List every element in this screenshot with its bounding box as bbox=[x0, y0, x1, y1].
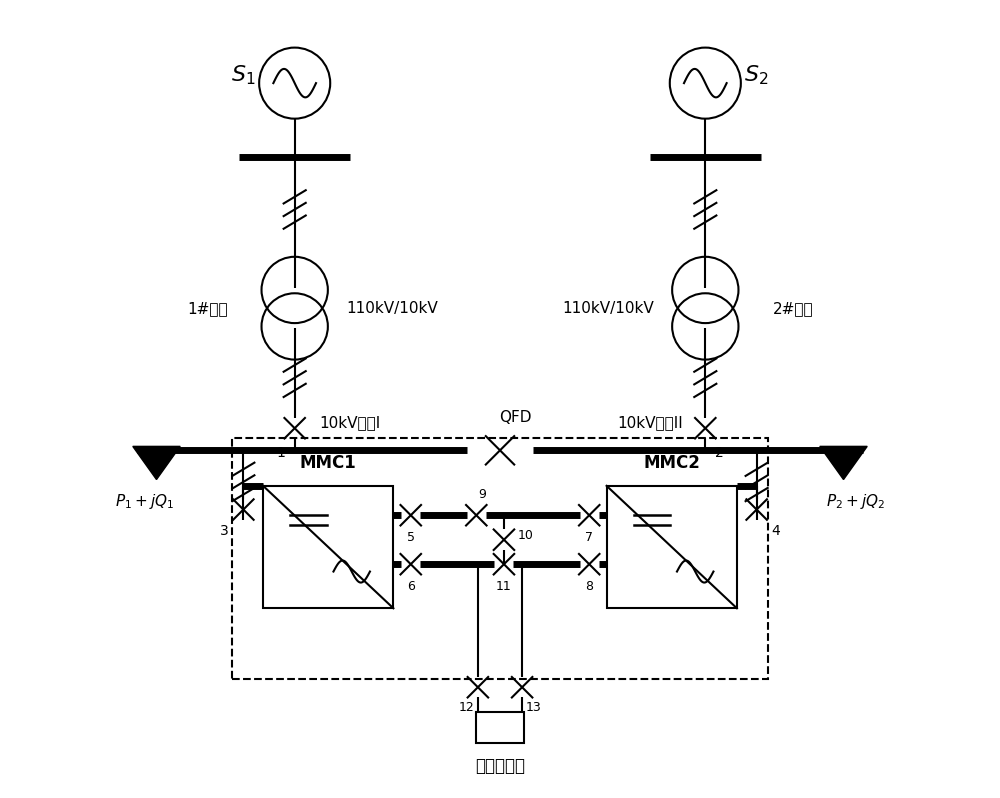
Text: 110kV/10kV: 110kV/10kV bbox=[346, 301, 438, 316]
Text: 8: 8 bbox=[585, 580, 593, 593]
Text: 10kV母线I: 10kV母线I bbox=[319, 416, 381, 431]
Text: $P_2+jQ_2$: $P_2+jQ_2$ bbox=[826, 492, 885, 512]
Text: 2#主变: 2#主变 bbox=[772, 301, 813, 316]
Text: 110kV/10kV: 110kV/10kV bbox=[562, 301, 654, 316]
Text: 12: 12 bbox=[459, 701, 475, 714]
Text: MMC1: MMC1 bbox=[300, 453, 357, 472]
Text: 13: 13 bbox=[525, 701, 541, 714]
Text: 覆冰段线路: 覆冰段线路 bbox=[475, 757, 525, 775]
Text: $S_1$: $S_1$ bbox=[231, 63, 256, 87]
Text: $S_2$: $S_2$ bbox=[744, 63, 769, 87]
Text: $P_1+jQ_1$: $P_1+jQ_1$ bbox=[115, 492, 174, 512]
Polygon shape bbox=[820, 446, 867, 480]
Text: QFD: QFD bbox=[500, 410, 532, 425]
Text: 7: 7 bbox=[585, 531, 593, 544]
Bar bbox=[263, 486, 393, 608]
Text: 10: 10 bbox=[518, 529, 534, 543]
Text: 1: 1 bbox=[276, 445, 285, 460]
Bar bbox=[476, 713, 524, 742]
Text: 3: 3 bbox=[220, 523, 229, 538]
Polygon shape bbox=[133, 446, 180, 480]
Text: MMC2: MMC2 bbox=[643, 453, 700, 472]
Text: 6: 6 bbox=[407, 580, 415, 593]
Bar bbox=[607, 486, 737, 608]
Text: 11: 11 bbox=[496, 580, 512, 593]
Text: 10kV母线II: 10kV母线II bbox=[617, 416, 683, 431]
Bar bbox=[232, 438, 768, 679]
Text: 9: 9 bbox=[478, 488, 486, 501]
Text: 5: 5 bbox=[407, 531, 415, 544]
Text: 4: 4 bbox=[771, 523, 780, 538]
Text: 2: 2 bbox=[715, 445, 724, 460]
Text: 1#主变: 1#主变 bbox=[187, 301, 228, 316]
